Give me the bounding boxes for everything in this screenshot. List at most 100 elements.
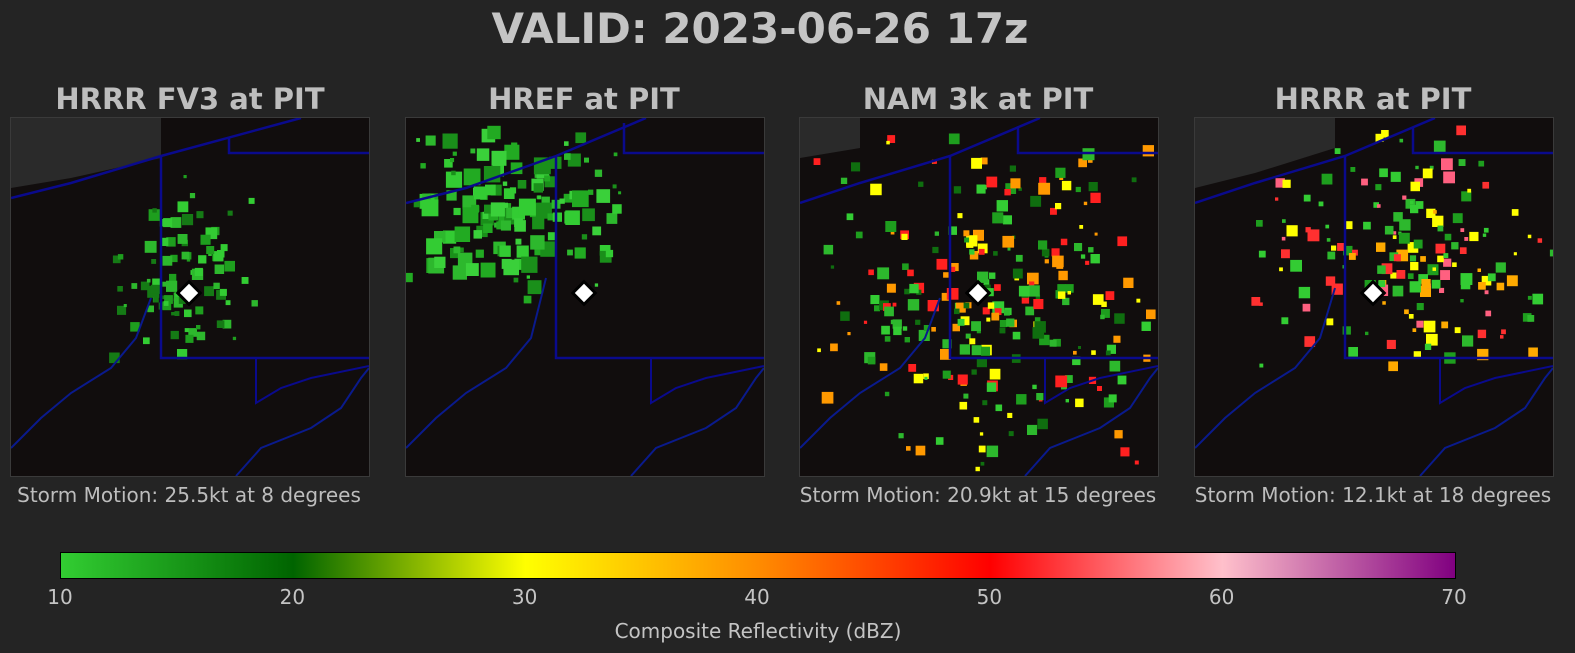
echo-cell xyxy=(1477,348,1489,361)
echo-cell xyxy=(1010,178,1021,189)
echo-cell xyxy=(847,332,851,336)
echo-cell xyxy=(884,391,890,397)
echo-cell xyxy=(148,209,161,221)
echo-cell xyxy=(1049,339,1057,347)
echo-cell xyxy=(1424,343,1432,350)
colorbar-tick-label: 50 xyxy=(976,585,1003,609)
echo-cell xyxy=(934,231,939,236)
echo-cell xyxy=(445,171,463,188)
echo-cell xyxy=(1348,253,1356,260)
echo-cell xyxy=(109,352,120,364)
echo-cell xyxy=(574,247,586,259)
echo-cell xyxy=(1325,276,1336,286)
echo-cell xyxy=(851,162,861,172)
echo-cell xyxy=(986,445,999,458)
echo-cell xyxy=(986,176,998,188)
echo-cell xyxy=(965,333,971,339)
river-4a xyxy=(1195,287,1336,449)
echo-cell xyxy=(523,295,532,304)
echo-cell xyxy=(1051,248,1060,257)
echo-cell xyxy=(563,193,573,203)
echo-cell xyxy=(487,125,501,140)
echo-cell xyxy=(1034,321,1046,333)
echo-cell xyxy=(232,336,237,341)
echo-cell xyxy=(1412,328,1417,332)
echo-cell xyxy=(992,301,1005,314)
echo-cell xyxy=(503,188,515,199)
echo-cell xyxy=(251,300,258,307)
main-title: VALID: 2023-06-26 17z xyxy=(491,4,1029,53)
echo-cell xyxy=(131,283,138,289)
echo-cell xyxy=(1038,240,1048,250)
echo-cell xyxy=(1002,215,1012,225)
echo-cell xyxy=(1007,247,1011,251)
echo-cell xyxy=(183,175,187,179)
echo-cell xyxy=(1106,344,1116,354)
echo-cell xyxy=(1015,254,1023,262)
echo-cell xyxy=(1381,263,1393,275)
state-border-1c xyxy=(227,138,369,155)
echo-cell xyxy=(1478,160,1485,167)
echo-cell xyxy=(1078,346,1081,349)
echo-cell xyxy=(581,234,588,240)
echo-cell xyxy=(1482,233,1487,237)
echo-cell xyxy=(564,141,569,146)
echo-cell xyxy=(1432,267,1436,271)
map-panel-1 xyxy=(10,117,370,477)
echo-cell xyxy=(196,325,201,330)
echo-cell xyxy=(152,208,157,213)
echo-cell xyxy=(979,432,984,436)
echo-cell xyxy=(537,195,542,200)
echo-cell xyxy=(1281,249,1290,259)
echo-cell xyxy=(1421,279,1431,289)
echo-cell xyxy=(1114,430,1123,439)
echo-cell xyxy=(1012,331,1021,340)
echo-cell xyxy=(976,329,981,334)
echo-cell xyxy=(963,393,969,399)
map-panel-2 xyxy=(405,117,765,477)
echo-cell xyxy=(1396,270,1406,279)
echo-cell xyxy=(1422,168,1433,179)
echo-cell xyxy=(1075,398,1084,408)
map-panel-4 xyxy=(1194,117,1554,477)
echo-cell xyxy=(918,181,924,187)
echo-cell xyxy=(1055,375,1068,388)
echo-cell xyxy=(923,373,929,379)
colorbar-tick-label: 70 xyxy=(1441,585,1467,609)
echo-cell xyxy=(1388,361,1398,372)
echo-cell xyxy=(994,284,1001,291)
echo-cell xyxy=(1075,186,1081,193)
echo-cell xyxy=(1381,130,1389,138)
echo-cell xyxy=(918,329,930,341)
echo-cell xyxy=(1382,301,1386,305)
echo-cell xyxy=(1461,191,1472,202)
echo-cell xyxy=(971,157,982,169)
river-3b xyxy=(1024,367,1158,476)
echo-cell xyxy=(1005,183,1017,194)
echo-cell xyxy=(1441,158,1453,171)
echo-cell xyxy=(1342,326,1351,335)
echo-cell xyxy=(1037,418,1048,430)
echo-cell xyxy=(923,325,930,331)
echo-cell xyxy=(1410,181,1420,192)
echo-cell xyxy=(451,170,456,176)
echo-cell xyxy=(1410,262,1419,271)
echo-cell xyxy=(1440,270,1450,280)
echo-cell xyxy=(1458,159,1466,166)
echo-cell xyxy=(1057,284,1066,293)
echo-cell xyxy=(1451,242,1459,250)
echo-cell xyxy=(443,230,457,244)
echo-cell xyxy=(1142,145,1154,157)
echo-cell xyxy=(1259,363,1264,368)
echo-cell xyxy=(915,319,921,325)
echo-cell xyxy=(567,153,581,167)
echo-cell xyxy=(547,213,555,221)
echo-cell xyxy=(416,138,420,142)
echo-cell xyxy=(1527,315,1535,322)
echo-cell xyxy=(454,226,471,242)
echo-cell xyxy=(117,254,124,260)
echo-cell xyxy=(473,230,482,239)
echo-cell xyxy=(1469,231,1479,242)
echo-cell xyxy=(1298,286,1311,299)
echo-cell xyxy=(112,255,121,264)
